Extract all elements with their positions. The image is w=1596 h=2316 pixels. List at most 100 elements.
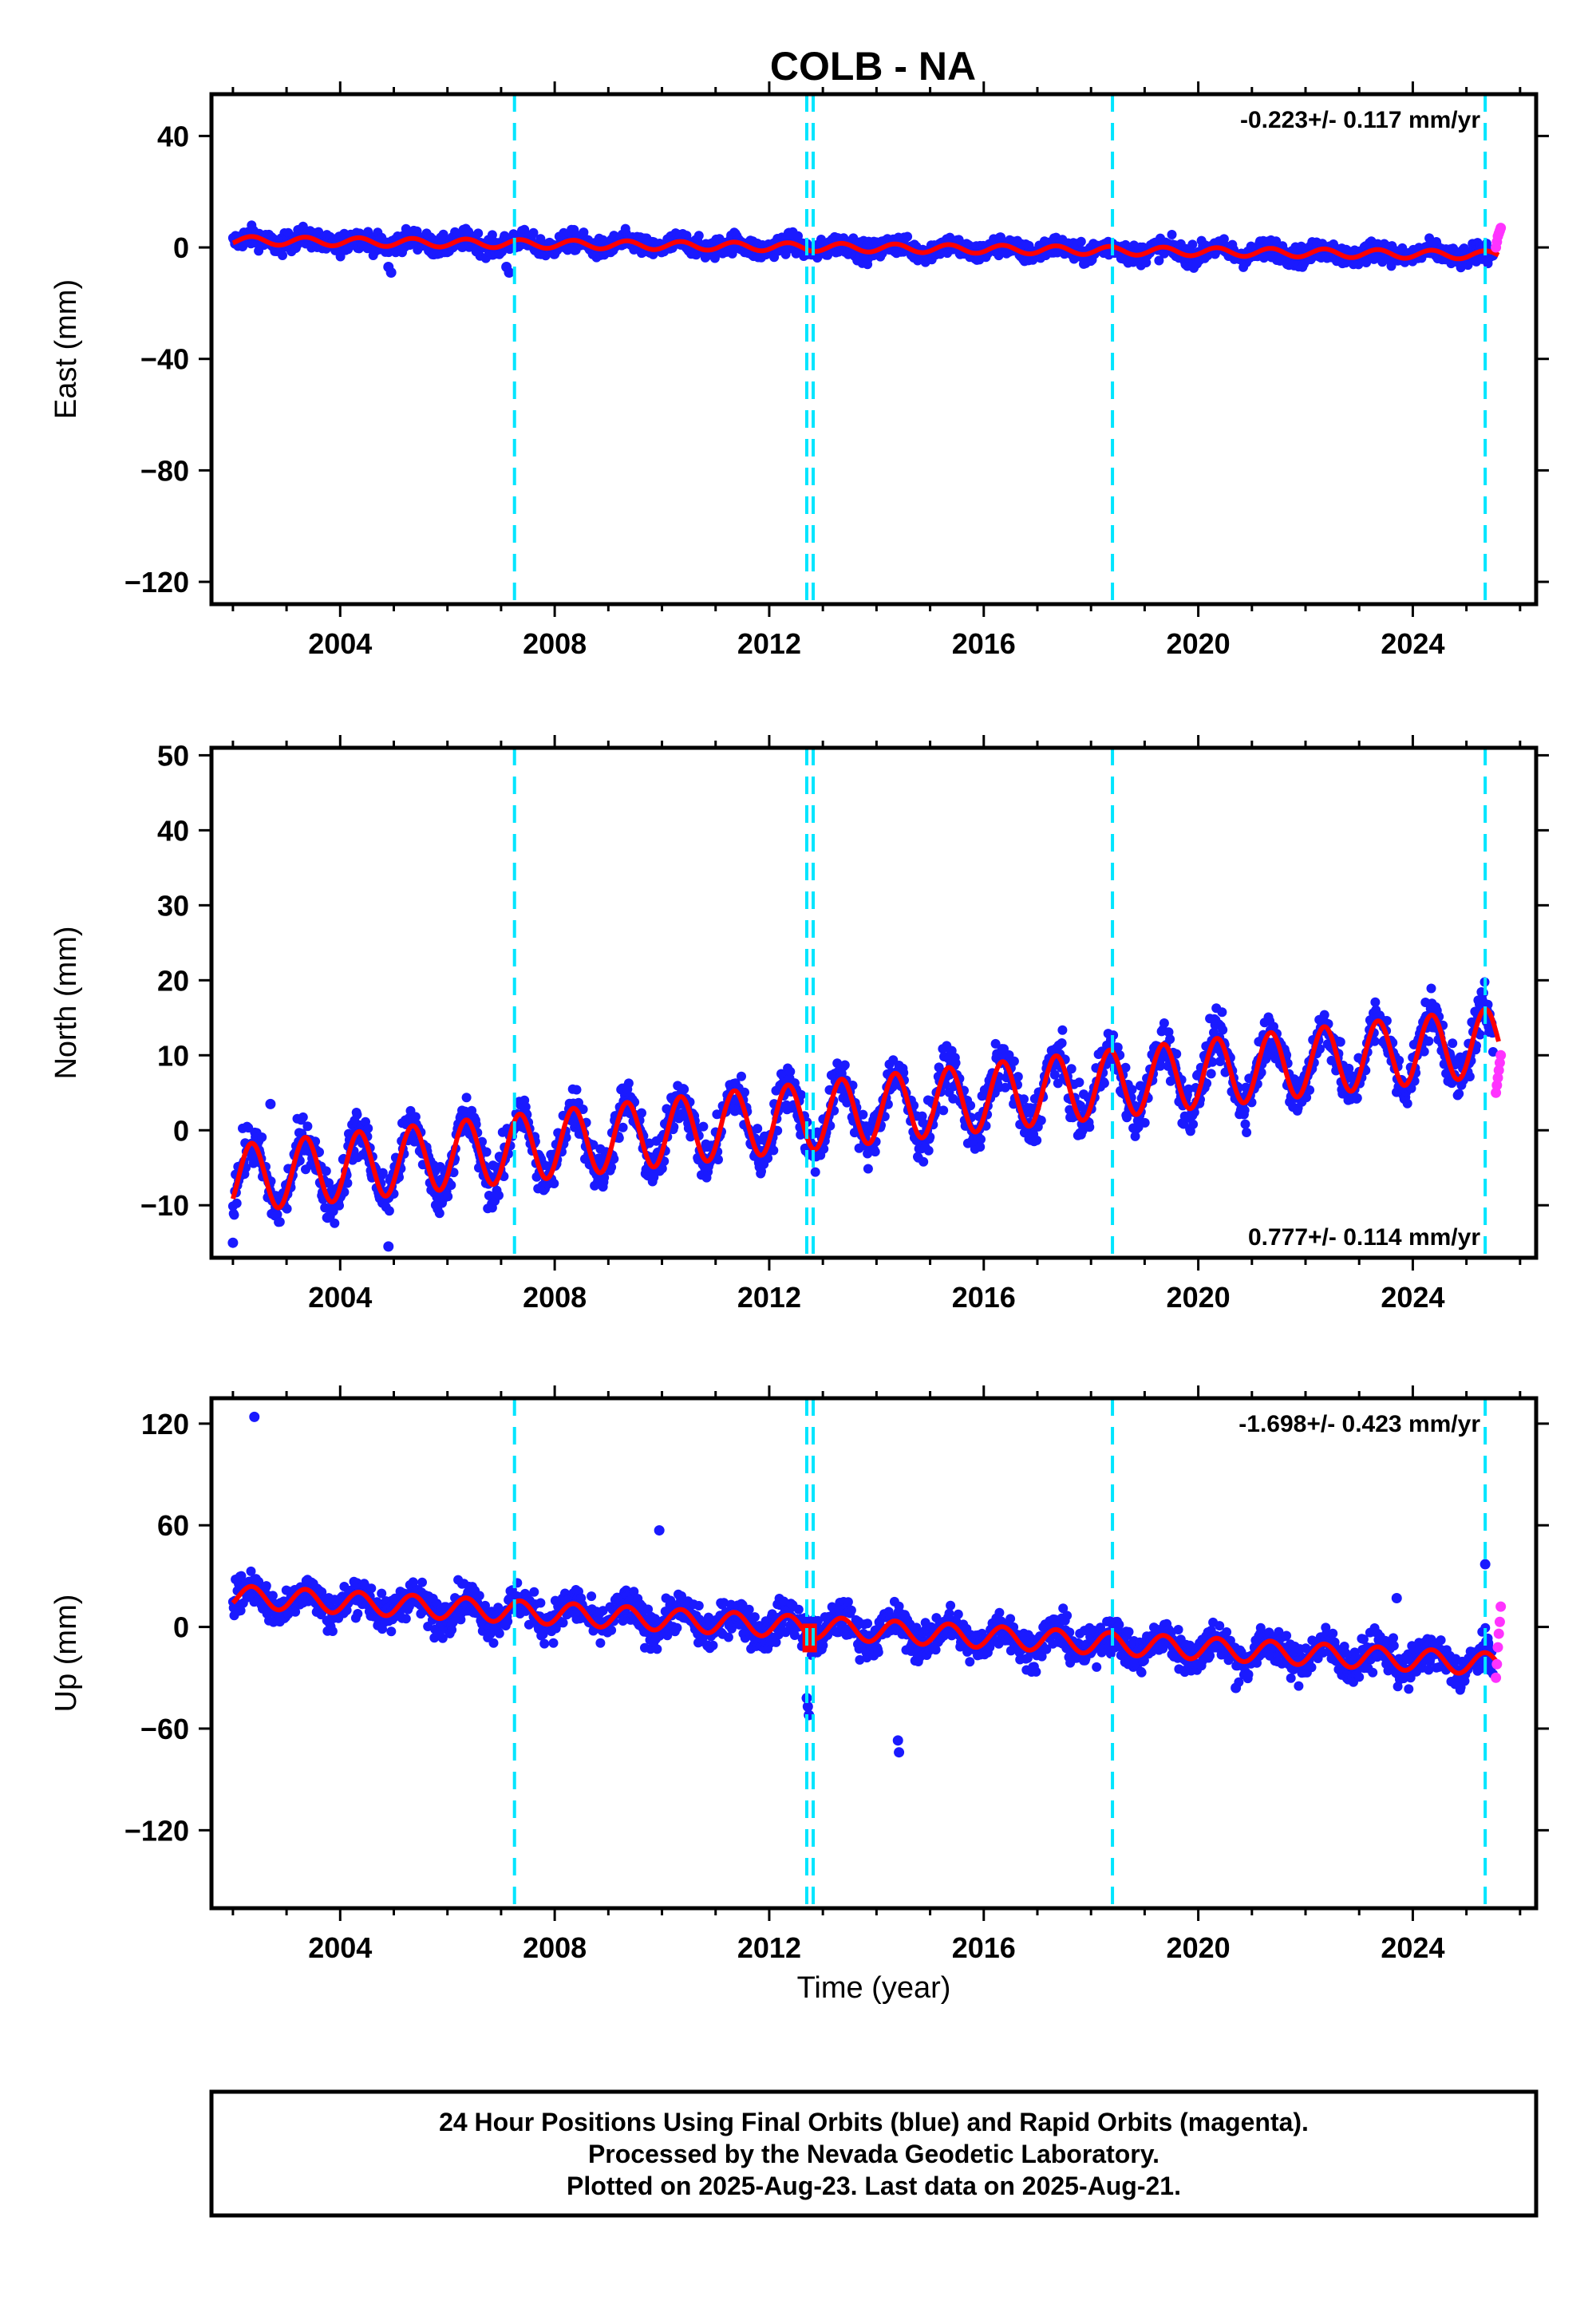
north-rate-label: 0.777+/- 0.114 mm/yr (1248, 1224, 1480, 1251)
north-data-point (1369, 1036, 1380, 1046)
north-data-point (443, 1192, 453, 1202)
north-data-point (870, 1147, 880, 1157)
east-data-point (693, 231, 704, 241)
up-data-point (261, 1581, 271, 1591)
north-data-point (1163, 1027, 1174, 1037)
north-data-point (1352, 1093, 1362, 1103)
north-data-point (330, 1218, 340, 1228)
north-data-point (858, 1109, 868, 1120)
up-data-point (793, 1604, 804, 1614)
up-data-point (236, 1571, 247, 1581)
north-data-point (481, 1147, 492, 1157)
north-data-point (578, 1105, 588, 1114)
north-data-point (494, 1190, 504, 1200)
up-data-point (386, 1626, 397, 1637)
north-data-point (446, 1180, 456, 1190)
north-data-point (302, 1121, 313, 1132)
east-data-point (1258, 253, 1269, 263)
north-data-point (1242, 1128, 1252, 1137)
east-rate-label: -0.223+/- 0.117 mm/yr (1240, 107, 1480, 133)
up-data-point (598, 1606, 608, 1616)
up-data-point (529, 1587, 539, 1597)
east-x-tick-label: 2004 (308, 627, 372, 660)
north-data-point (231, 1198, 242, 1208)
up-data-point (488, 1638, 499, 1648)
north-data-point (1057, 1025, 1068, 1035)
north-outlier-point (227, 1237, 239, 1248)
north-rapid-orbit-points (1491, 1049, 1507, 1098)
east-y-tick-label: 40 (157, 120, 189, 152)
east-data-point (903, 231, 913, 242)
north-y-tick-label: 30 (157, 889, 189, 922)
north-data-point (1009, 1056, 1019, 1066)
north-data-point (1335, 1037, 1345, 1047)
east-y-tick-label: −40 (140, 343, 189, 376)
east-outlier-point (504, 267, 515, 278)
north-data-point (1165, 1034, 1175, 1045)
north-data-point (819, 1144, 829, 1154)
north-data-point (1475, 1030, 1485, 1040)
north-data-point (1381, 1016, 1392, 1026)
north-data-point (1464, 1072, 1475, 1081)
north-data-point (1406, 1083, 1416, 1093)
north-data-point (409, 1136, 420, 1147)
north-data-point (275, 1217, 285, 1227)
north-data-point (1394, 1055, 1404, 1065)
north-data-point (1206, 1069, 1216, 1079)
north-data-point (321, 1166, 331, 1176)
north-data-point (923, 1145, 934, 1156)
up-data-point (708, 1640, 718, 1650)
north-outlier-point (383, 1241, 394, 1252)
east-model-fit-line (231, 234, 1500, 262)
east-data-point (535, 234, 546, 244)
up-data-point (539, 1638, 550, 1649)
north-data-point (599, 1172, 610, 1183)
north-x-tick-label: 2024 (1381, 1281, 1444, 1314)
north-rapid-point (1495, 1049, 1507, 1061)
east-x-tick-label: 2012 (737, 627, 801, 660)
north-data-point (975, 1142, 986, 1152)
up-data-point (780, 1627, 791, 1638)
east-y-tick-label: −120 (124, 566, 189, 599)
north-data-point (768, 1145, 779, 1156)
up-data-point (327, 1626, 338, 1636)
east-outlier-point (385, 267, 397, 278)
north-data-point (1215, 1057, 1225, 1066)
north-data-point (1305, 1085, 1315, 1095)
north-data-point (1315, 1044, 1325, 1054)
north-data-point (1239, 1105, 1250, 1116)
up-data-point (672, 1622, 682, 1633)
north-data-point (618, 1122, 628, 1132)
up-data-point (254, 1576, 264, 1587)
east-y-tick-label: −80 (140, 454, 189, 487)
up-data-point (771, 1637, 781, 1647)
north-data-point (1202, 1078, 1212, 1089)
north-data-point (950, 1057, 961, 1068)
east-x-axis: 2004 2008 2012 2016 2020 2024 (231, 81, 1522, 660)
east-data-point (1154, 255, 1164, 266)
north-data-point (461, 1093, 472, 1103)
north-data-point (1127, 1085, 1137, 1095)
north-data-point (1402, 1098, 1412, 1109)
north-data-point (384, 1206, 394, 1216)
north-data-point (1099, 1078, 1109, 1089)
north-data-point (657, 1164, 667, 1174)
east-data-point (278, 251, 287, 260)
up-data-point (366, 1583, 377, 1594)
north-data-point (609, 1154, 619, 1164)
north-data-point (763, 1153, 773, 1164)
north-data-point (282, 1203, 292, 1214)
east-data-point (1219, 234, 1229, 244)
up-data-point (235, 1606, 246, 1616)
north-data-point (1112, 1042, 1123, 1053)
east-data-point (528, 227, 539, 238)
north-data-point (614, 1133, 624, 1143)
up-data-point (494, 1628, 504, 1638)
north-data-point (1217, 1007, 1227, 1018)
north-data-point (1074, 1077, 1084, 1088)
north-data-point (1183, 1084, 1194, 1094)
north-data-point (1370, 997, 1381, 1007)
north-data-point (363, 1123, 373, 1133)
north-data-point (713, 1155, 723, 1164)
